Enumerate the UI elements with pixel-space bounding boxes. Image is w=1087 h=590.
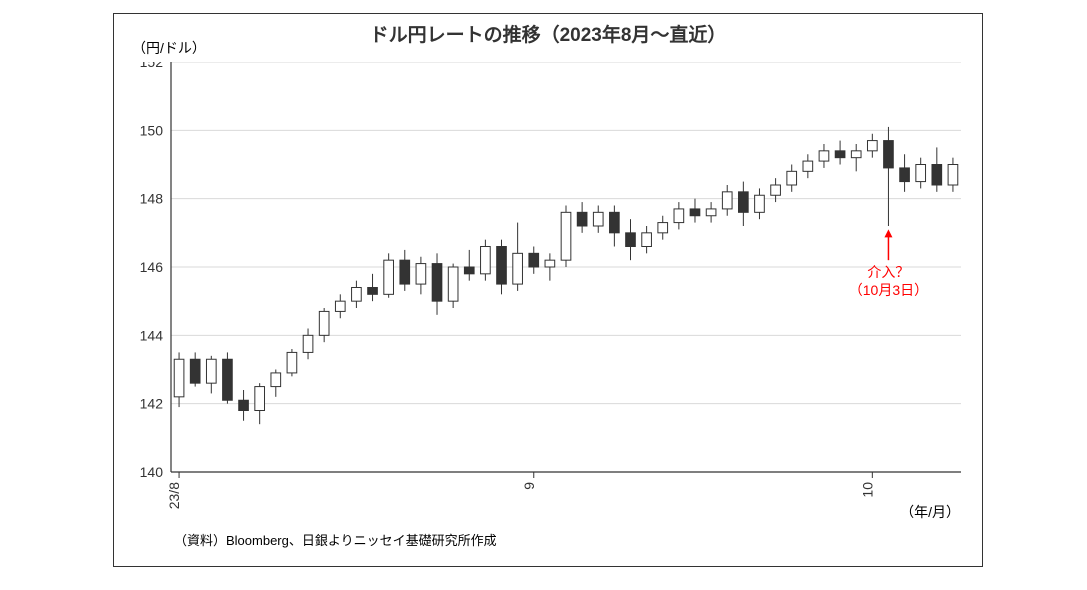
svg-text:150: 150 <box>140 122 164 138</box>
svg-text:142: 142 <box>140 396 164 412</box>
chart-frame: ドル円レートの推移（2023年8月～直近） （円/ドル） 14014214414… <box>113 13 983 567</box>
x-axis-unit-label: （年/月） <box>900 502 960 522</box>
source-footnote: （資料）Bloomberg、日銀よりニッセイ基礎研究所作成 <box>174 530 497 549</box>
svg-text:146: 146 <box>140 259 164 275</box>
chart-title: ドル円レートの推移（2023年8月～直近） <box>370 20 727 47</box>
annotation-line-1: 介入？ <box>867 264 909 280</box>
svg-text:9: 9 <box>521 482 537 490</box>
annotation-line-2: （10月3日） <box>849 282 928 298</box>
candlestick-plot: 140 142 144 146 148 150 152 23/8 9 10 <box>121 62 971 532</box>
svg-text:144: 144 <box>140 327 164 343</box>
svg-text:23/8: 23/8 <box>166 482 182 509</box>
svg-text:140: 140 <box>140 464 164 480</box>
intervention-annotation: 介入？ （10月3日） <box>849 264 928 299</box>
svg-text:148: 148 <box>140 191 164 207</box>
svg-text:152: 152 <box>140 62 164 70</box>
y-axis-unit-label: （円/ドル） <box>132 38 206 58</box>
svg-text:10: 10 <box>859 482 875 498</box>
